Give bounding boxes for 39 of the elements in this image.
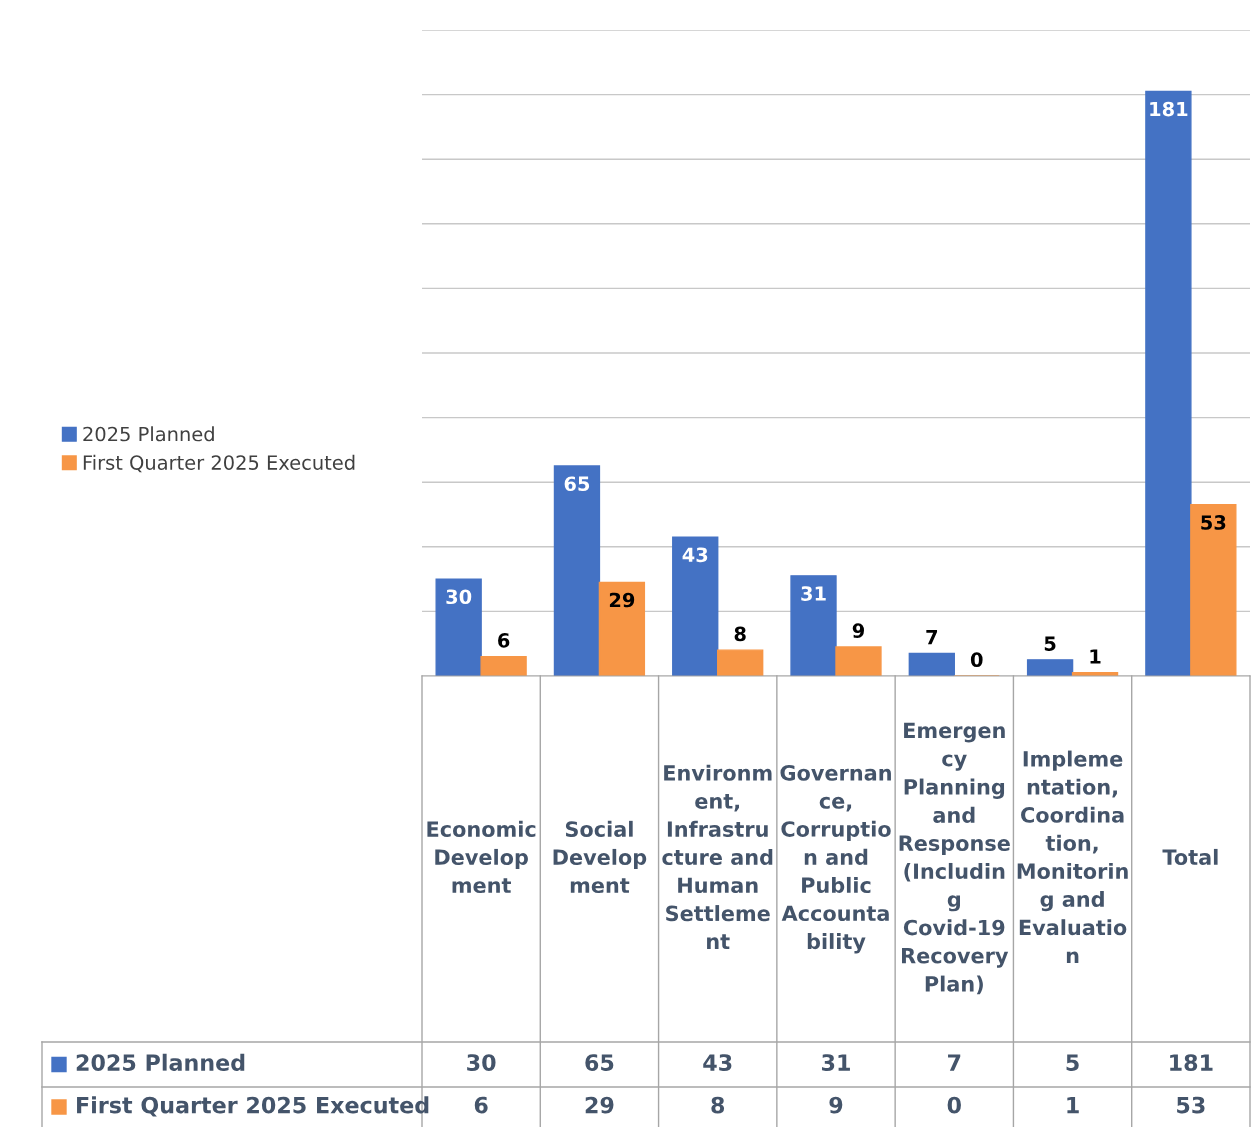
data-label: 53 xyxy=(1201,515,1226,530)
text: 53 xyxy=(1177,1096,1205,1114)
data-label: 1 xyxy=(1090,649,1101,664)
data-label: 43 xyxy=(682,547,708,563)
text: 9 xyxy=(829,1096,843,1114)
text: 181 xyxy=(1170,1054,1213,1071)
text: First Quarter 2025 Executed xyxy=(77,1096,429,1117)
x-tick-label: Economic Development xyxy=(427,820,536,894)
x-tick-label: Implementation, Coordination, Monitoring and Evaluation xyxy=(1017,750,1128,964)
text: 8 xyxy=(711,1096,725,1114)
data-label: 9 xyxy=(852,623,864,638)
data-label: 65 xyxy=(564,476,590,492)
legend-label: First Quarter 2025 Executed xyxy=(83,454,355,473)
data-label: 5 xyxy=(1044,636,1056,651)
text: 1 xyxy=(1067,1096,1079,1114)
text: 29 xyxy=(585,1096,614,1114)
text: 5 xyxy=(1066,1054,1079,1071)
x-tick-label: Social Development xyxy=(553,820,647,894)
text: 7 xyxy=(948,1054,961,1071)
data-label: 6 xyxy=(498,632,510,648)
legend-label: 2025 Planned xyxy=(83,426,214,442)
data-label: 8 xyxy=(734,626,746,642)
text: 31 xyxy=(822,1054,850,1071)
data-label: 181 xyxy=(1150,101,1188,117)
text: 0 xyxy=(947,1096,961,1114)
data-label: 29 xyxy=(609,592,635,608)
x-tick-label: Environment, Infrastructure and Human Settlement xyxy=(662,764,773,949)
text: 65 xyxy=(585,1054,614,1071)
text: 30 xyxy=(467,1054,496,1071)
x-tick-label: Governance, Corruption and Public Accountability xyxy=(780,764,891,954)
text: 2025 Planned xyxy=(76,1053,245,1071)
data-label: 30 xyxy=(446,589,472,605)
category-label: Emergency Planning and Response (Including Covid-19 Recovery Plan) xyxy=(899,722,1010,995)
text: 43 xyxy=(703,1054,732,1071)
data-label: 7 xyxy=(926,630,938,645)
data-label: 31 xyxy=(801,586,826,601)
text: 6 xyxy=(474,1096,488,1114)
data-label: 0 xyxy=(970,652,983,668)
x-tick-label: Total xyxy=(1162,848,1218,866)
